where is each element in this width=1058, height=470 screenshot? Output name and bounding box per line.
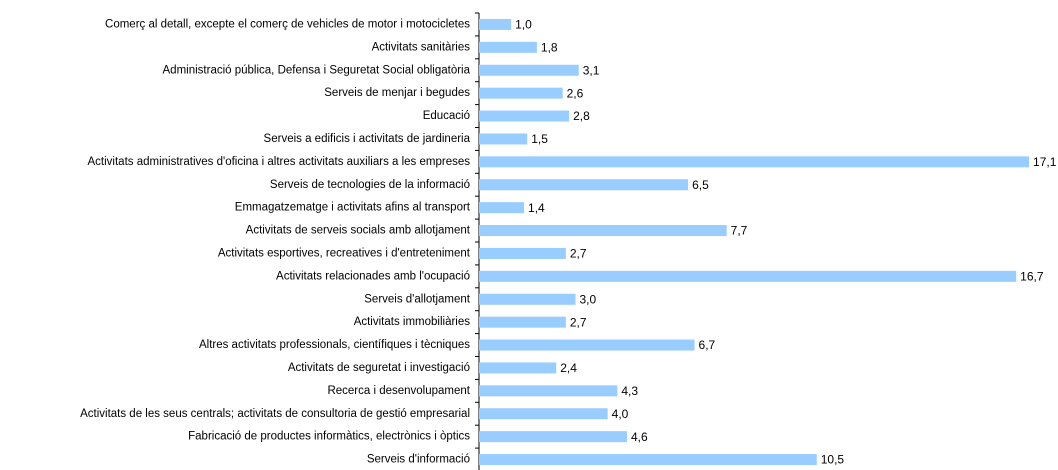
bar [479, 133, 528, 145]
category-label: Activitats immobiliàries [354, 316, 471, 328]
category-label: Activitats de les seus centrals; activit… [80, 408, 470, 420]
value-label: 4,0 [612, 407, 629, 421]
value-label: 10,5 [821, 453, 845, 467]
bar [479, 202, 525, 214]
value-label: 6,7 [699, 338, 716, 352]
category-label: Educació [423, 110, 470, 122]
value-label: 17,1 [1033, 155, 1057, 169]
value-label: 1,4 [528, 201, 545, 215]
bar [479, 431, 627, 443]
bar [479, 179, 689, 191]
value-label: 7,7 [731, 224, 748, 238]
bar [479, 385, 618, 397]
category-label: Emmagatzematge i activitats afins al tra… [235, 202, 471, 214]
value-label: 3,1 [583, 63, 600, 77]
category-label: Serveis de menjar i begudes [324, 87, 470, 99]
value-label: 1,0 [515, 18, 532, 32]
category-label: Activitats relacionades amb l'ocupació [276, 270, 470, 282]
bar [479, 408, 608, 420]
category-label: Administració pública, Defensa i Seguret… [163, 64, 471, 76]
category-label: Serveis de tecnologies de la informació [270, 179, 470, 191]
value-label: 4,3 [621, 384, 638, 398]
value-label: 1,8 [541, 41, 558, 55]
category-label: Activitats esportives, recreatives i d'e… [218, 247, 471, 259]
category-label: Serveis d'informació [367, 454, 470, 466]
bar [479, 247, 566, 259]
value-label: 3,0 [580, 292, 597, 306]
value-label: 2,8 [573, 109, 590, 123]
bar [479, 64, 579, 76]
bar [479, 156, 1030, 168]
category-label: Serveis a edificis i activitats de jardi… [264, 133, 471, 145]
bar [479, 316, 566, 328]
category-label: Comerç al detall, excepte el comerç de v… [105, 18, 470, 30]
category-label: Activitats sanitàries [372, 41, 471, 53]
bar [479, 87, 563, 99]
value-label: 1,5 [531, 132, 548, 146]
value-label: 2,7 [570, 247, 587, 261]
bar [479, 41, 537, 53]
category-label: Recerca i desenvolupament [327, 385, 470, 397]
value-label: 4,6 [631, 430, 648, 444]
value-label: 6,5 [692, 178, 709, 192]
value-label: 16,7 [1020, 270, 1044, 284]
bar [479, 293, 576, 305]
category-label: Activitats de seguretat i investigació [288, 362, 470, 374]
category-label: Serveis d'allotjament [364, 293, 471, 305]
bar [479, 270, 1017, 282]
category-label: Fabricació de productes informàtics, ele… [188, 431, 470, 443]
value-label: 2,4 [560, 361, 577, 375]
bar [479, 18, 512, 30]
bar [479, 454, 817, 466]
value-label: 2,7 [570, 315, 587, 329]
bar [479, 339, 695, 351]
category-label: Altres activitats professionals, científ… [199, 339, 470, 351]
bar [479, 110, 570, 122]
category-label: Activitats de serveis socials amb allotj… [246, 225, 471, 237]
value-label: 2,6 [567, 86, 584, 100]
bar [479, 225, 727, 237]
category-label: Activitats administratives d'oficina i a… [88, 156, 471, 168]
bar [479, 362, 557, 374]
